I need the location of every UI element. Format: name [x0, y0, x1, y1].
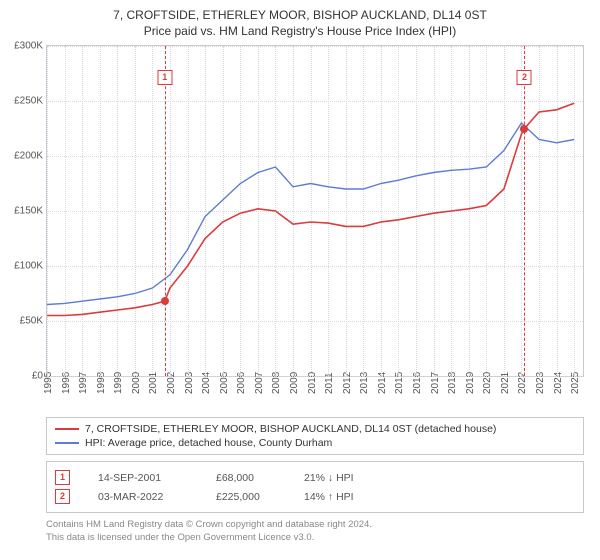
y-tick-label: £100K	[14, 261, 43, 272]
transaction-percent: 14% ↑ HPI	[304, 491, 384, 503]
transaction-date: 14-SEP-2001	[98, 472, 188, 484]
transaction-marker-line	[165, 46, 166, 376]
transaction-date: 03-MAR-2022	[98, 491, 188, 503]
transaction-badge: 1	[157, 70, 172, 85]
legend-row: 7, CROFTSIDE, ETHERLEY MOOR, BISHOP AUCK…	[55, 422, 575, 436]
series-price_paid	[47, 103, 574, 315]
transaction-badge: 2	[517, 70, 532, 85]
footer-line-1: Contains HM Land Registry data © Crown c…	[46, 519, 584, 531]
transaction-marker-dot	[520, 125, 528, 133]
y-tick-label: £200K	[14, 151, 43, 162]
transaction-index-badge: 1	[55, 470, 70, 485]
footer-line-2: This data is licensed under the Open Gov…	[46, 532, 584, 544]
y-tick-label: £300K	[14, 41, 43, 52]
chart-title-2: Price paid vs. HM Land Registry's House …	[10, 24, 590, 40]
grid-row	[47, 376, 583, 377]
x-axis: 1995199619971998199920002001200220032004…	[47, 376, 583, 410]
y-axis: £0£50K£100K£150K£200K£250K£300K	[9, 46, 45, 376]
chart-container: 7, CROFTSIDE, ETHERLEY MOOR, BISHOP AUCK…	[0, 0, 600, 560]
transaction-table: 1 14-SEP-2001 £68,000 21% ↓ HPI 2 03-MAR-2022…	[46, 461, 584, 513]
legend-box: 7, CROFTSIDE, ETHERLEY MOOR, BISHOP AUCK…	[46, 417, 584, 455]
transaction-marker-line	[524, 46, 525, 376]
chart-title-1: 7, CROFTSIDE, ETHERLEY MOOR, BISHOP AUCK…	[10, 8, 590, 24]
series-hpi	[47, 123, 574, 305]
transaction-percent: 21% ↓ HPI	[304, 472, 384, 484]
legend-label: HPI: Average price, detached house, Coun…	[85, 437, 332, 449]
y-tick-label: £150K	[14, 206, 43, 217]
transaction-marker-dot	[161, 297, 169, 305]
transaction-index-badge: 2	[55, 489, 70, 504]
footer-note: Contains HM Land Registry data © Crown c…	[46, 519, 584, 544]
y-tick-label: £50K	[20, 316, 43, 327]
legend-swatch	[55, 428, 79, 430]
legend-swatch	[55, 442, 79, 444]
legend-row: HPI: Average price, detached house, Coun…	[55, 436, 575, 450]
plot-svg	[47, 46, 583, 376]
y-tick-label: £250K	[14, 96, 43, 107]
y-tick-label: £0	[32, 371, 43, 382]
legend-label: 7, CROFTSIDE, ETHERLEY MOOR, BISHOP AUCK…	[85, 423, 496, 435]
transaction-price: £225,000	[216, 491, 276, 503]
plot-area: £0£50K£100K£150K£200K£250K£300K 19951996…	[46, 45, 584, 377]
transaction-price: £68,000	[216, 472, 276, 484]
transaction-table-row: 1 14-SEP-2001 £68,000 21% ↓ HPI	[55, 468, 575, 487]
transaction-table-row: 2 03-MAR-2022 £225,000 14% ↑ HPI	[55, 487, 575, 506]
